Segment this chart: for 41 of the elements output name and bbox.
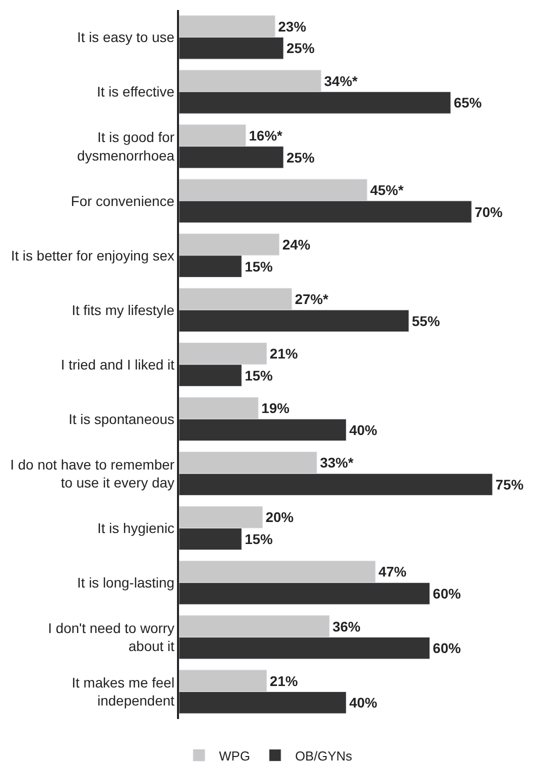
data-label: 20% (266, 509, 294, 526)
y-tick-label: I don't need to worry about it (48, 620, 175, 654)
data-label: 21% (270, 672, 298, 689)
data-label: 70% (474, 204, 504, 220)
legend-label: WPG (219, 748, 250, 764)
data-label: 24% (282, 236, 311, 253)
data-label: 15% (244, 367, 274, 384)
y-tick-label: I tried and I liked it (60, 356, 175, 372)
data-label: 21% (270, 346, 298, 362)
y-tick-label: It is easy to use (77, 29, 175, 46)
data-label: 27%* (294, 291, 329, 308)
y-tick-label: I do not have to remember to use it every day (10, 456, 175, 491)
legend-label: OB/GYNs (295, 748, 353, 764)
data-label: 60% (432, 640, 462, 656)
data-label: 15% (244, 258, 274, 274)
data-label: 55% (412, 312, 440, 329)
data-label: 40% (349, 422, 378, 438)
data-label: 33%* (320, 454, 354, 471)
y-tick-label: For convenience (70, 192, 175, 209)
y-tick-label: It is hygienic (97, 520, 174, 536)
data-label: 36% (332, 618, 362, 634)
data-label: 75% (496, 476, 524, 492)
data-label: 40% (349, 694, 378, 711)
data-label: 23% (278, 18, 307, 34)
data-label: 15% (244, 531, 274, 548)
y-tick-label: It is good for dysmenorrhoea (77, 129, 175, 164)
data-label: 45%* (370, 182, 404, 198)
y-tick-label: It is better for enjoying sex (11, 247, 174, 264)
y-tick-label: It is spontaneous (68, 410, 174, 427)
data-label: 60% (432, 586, 462, 602)
data-label: 65% (454, 94, 482, 111)
data-label: 25% (286, 40, 316, 56)
y-tick-label: It makes me feel independent (72, 674, 175, 709)
data-label: 47% (378, 564, 408, 580)
data-label: 34%* (324, 72, 358, 89)
y-tick-label: It fits my lifestyle (72, 302, 175, 318)
data-label: 16%* (248, 127, 283, 144)
data-label: 25% (286, 149, 316, 166)
y-tick-label: It is long-lasting (77, 574, 174, 591)
data-label: 19% (261, 400, 290, 416)
y-tick-label: It is effective (96, 84, 175, 100)
